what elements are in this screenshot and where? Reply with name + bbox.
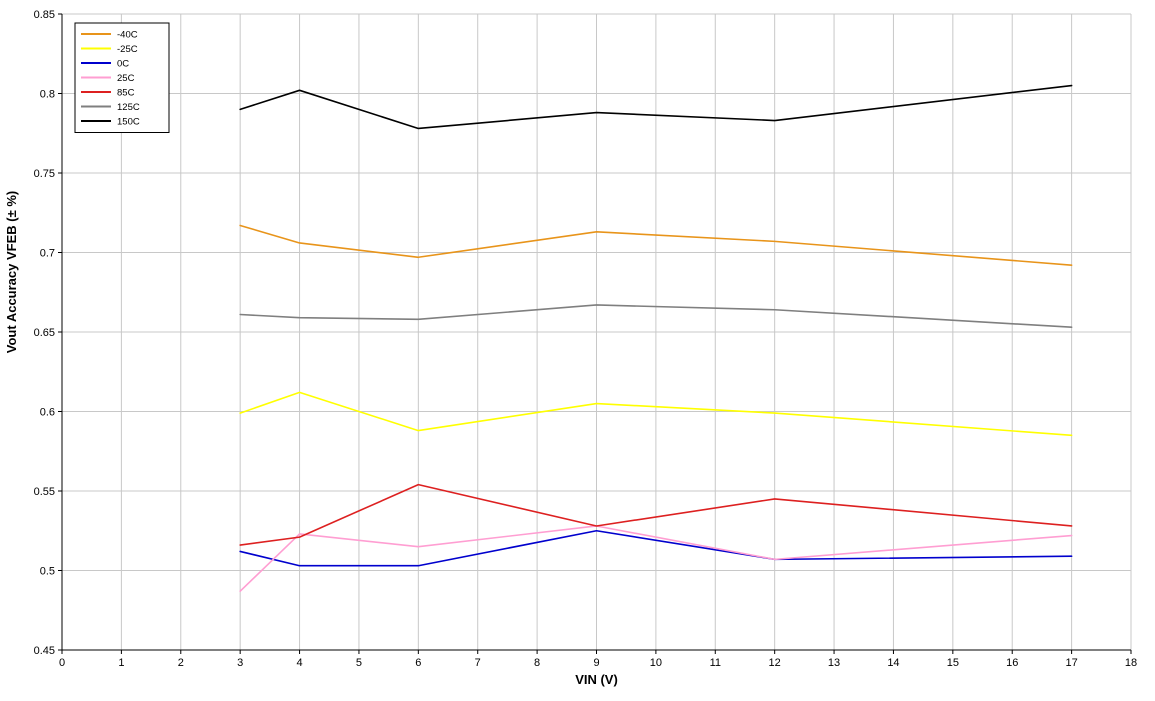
x-tick-label: 15: [947, 657, 959, 669]
y-tick-label: 0.85: [34, 9, 55, 21]
x-tick-label: 1: [118, 657, 124, 669]
x-tick-label: 13: [828, 657, 840, 669]
series-line-150C: [239, 84, 1073, 130]
legend-label-85C: 85C: [117, 88, 135, 99]
legend-label-150C: 150C: [117, 117, 140, 128]
x-tick-label: 9: [593, 657, 599, 669]
series-line-0C: [239, 529, 1073, 567]
x-tick-label: 4: [296, 657, 302, 669]
x-tick-label: 14: [887, 657, 899, 669]
y-tick-label: 0.75: [34, 168, 55, 180]
legend-label--25C: -25C: [117, 44, 138, 55]
y-tick-label: 0.55: [34, 486, 55, 498]
x-tick-label: 17: [1065, 657, 1077, 669]
y-axis-title: Vout Accuracy VFEB (± %): [4, 191, 19, 353]
x-tick-label: 0: [59, 657, 65, 669]
series-line-125C: [239, 304, 1073, 329]
x-tick-label: 11: [710, 657, 721, 669]
series-line--25C: [239, 391, 1073, 437]
legend-label-0C: 0C: [117, 59, 129, 70]
y-tick-label: 0.7: [40, 248, 55, 260]
x-tick-label: 8: [534, 657, 540, 669]
y-tick-label: 0.45: [34, 645, 55, 657]
legend-label-125C: 125C: [117, 102, 140, 113]
series-line-25C: [239, 525, 1073, 592]
x-axis-title: VIN (V): [575, 672, 618, 687]
x-tick-label: 16: [1006, 657, 1018, 669]
y-tick-label: 0.65: [34, 327, 55, 339]
x-tick-label: 2: [178, 657, 184, 669]
x-tick-label: 10: [650, 657, 662, 669]
legend-label-25C: 25C: [117, 73, 135, 84]
legend-label--40C: -40C: [117, 30, 138, 41]
x-tick-label: 3: [237, 657, 243, 669]
y-tick-label: 0.5: [40, 566, 55, 578]
x-tick-label: 7: [475, 657, 481, 669]
x-tick-label: 18: [1125, 657, 1137, 669]
y-tick-label: 0.6: [40, 407, 55, 419]
series-line--40C: [239, 224, 1073, 267]
x-tick-label: 6: [415, 657, 421, 669]
x-tick-label: 5: [356, 657, 362, 669]
x-tick-label: 12: [769, 657, 781, 669]
y-tick-label: 0.8: [40, 89, 55, 101]
series-line-85C: [239, 483, 1073, 546]
